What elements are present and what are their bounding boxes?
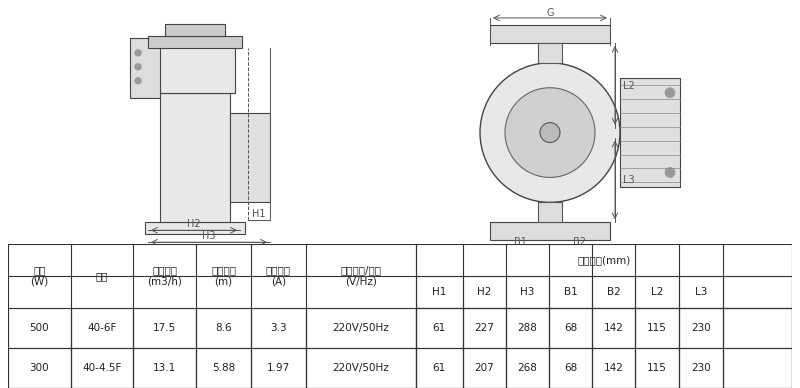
Text: 40-6F: 40-6F xyxy=(87,323,117,333)
Text: 3.3: 3.3 xyxy=(270,323,286,333)
Text: H1: H1 xyxy=(252,209,266,219)
Text: L3: L3 xyxy=(623,175,634,185)
Text: H3: H3 xyxy=(202,231,216,241)
Text: 115: 115 xyxy=(647,323,667,333)
Bar xyxy=(148,36,242,48)
Text: H1: H1 xyxy=(432,287,446,297)
Bar xyxy=(490,25,610,43)
Circle shape xyxy=(135,50,141,56)
Circle shape xyxy=(540,123,560,142)
Text: 230: 230 xyxy=(691,363,711,373)
Text: 61: 61 xyxy=(433,363,446,373)
Text: 230: 230 xyxy=(691,323,711,333)
Text: 1.97: 1.97 xyxy=(267,363,290,373)
Text: 40-4.5F: 40-4.5F xyxy=(82,363,122,373)
Text: B1: B1 xyxy=(564,287,578,297)
Bar xyxy=(165,24,225,36)
Text: 288: 288 xyxy=(518,323,538,333)
Circle shape xyxy=(505,88,595,177)
Text: L3: L3 xyxy=(695,287,707,297)
Circle shape xyxy=(135,64,141,70)
Bar xyxy=(538,203,562,222)
Text: 13.1: 13.1 xyxy=(153,363,177,373)
Text: 输入电压/频率
(V/Hz): 输入电压/频率 (V/Hz) xyxy=(340,265,382,287)
Text: 输入电流
(A): 输入电流 (A) xyxy=(266,265,291,287)
Text: 207: 207 xyxy=(474,363,494,373)
Bar xyxy=(145,222,245,234)
Text: 61: 61 xyxy=(433,323,446,333)
Bar xyxy=(490,222,610,240)
Text: 8.6: 8.6 xyxy=(215,323,232,333)
Text: 功率
(W): 功率 (W) xyxy=(30,265,49,287)
Text: 最大流量
(m3/h): 最大流量 (m3/h) xyxy=(147,265,182,287)
Text: H2: H2 xyxy=(477,287,491,297)
Circle shape xyxy=(135,78,141,84)
Text: 安装尺寸(mm): 安装尺寸(mm) xyxy=(578,255,630,265)
Text: 型号: 型号 xyxy=(96,271,108,281)
Bar xyxy=(230,113,270,203)
Bar xyxy=(538,43,562,63)
Text: H3: H3 xyxy=(520,287,534,297)
Circle shape xyxy=(665,88,675,98)
Text: H2: H2 xyxy=(187,219,201,229)
Text: 最大扬程
(m): 最大扬程 (m) xyxy=(211,265,236,287)
Text: 17.5: 17.5 xyxy=(153,323,177,333)
Text: L2: L2 xyxy=(623,81,634,91)
Text: 68: 68 xyxy=(564,323,577,333)
Text: B2: B2 xyxy=(574,237,586,247)
Text: B1: B1 xyxy=(514,237,526,247)
Text: 142: 142 xyxy=(604,323,623,333)
Text: L2: L2 xyxy=(651,287,663,297)
Bar xyxy=(130,38,160,98)
Bar xyxy=(155,43,235,93)
Text: B2: B2 xyxy=(606,287,621,297)
Text: 115: 115 xyxy=(647,363,667,373)
Text: 268: 268 xyxy=(518,363,538,373)
Text: 300: 300 xyxy=(30,363,49,373)
Bar xyxy=(160,93,230,222)
Bar xyxy=(620,78,680,187)
Text: 68: 68 xyxy=(564,363,577,373)
Circle shape xyxy=(480,63,620,203)
Text: 5.88: 5.88 xyxy=(212,363,235,373)
Text: 227: 227 xyxy=(474,323,494,333)
Text: 220V/50Hz: 220V/50Hz xyxy=(333,363,389,373)
Text: 500: 500 xyxy=(30,323,49,333)
Text: 220V/50Hz: 220V/50Hz xyxy=(333,323,389,333)
Text: G: G xyxy=(546,8,554,18)
Text: 142: 142 xyxy=(604,363,623,373)
Circle shape xyxy=(665,168,675,177)
